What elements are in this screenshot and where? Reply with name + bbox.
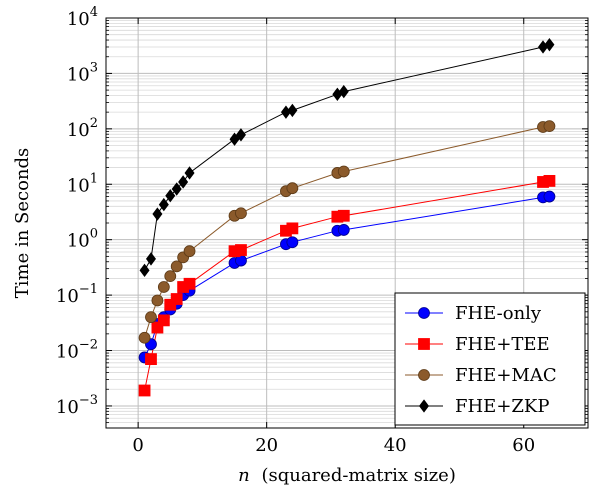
y-tick-label-exponent: −2 xyxy=(79,338,98,353)
data-point-fhe-mac xyxy=(286,182,299,195)
y-tick-label-base: 10 xyxy=(67,9,90,30)
legend-marker-fhe-only xyxy=(418,307,430,319)
legend-marker-fhe-tee xyxy=(418,338,430,350)
data-point-fhe-zkp xyxy=(152,207,163,221)
y-tick-label-exponent: 4 xyxy=(90,5,98,20)
y-tick-label-base: 10 xyxy=(67,120,90,141)
x-axis-label: n (squared-matrix size) xyxy=(238,465,456,486)
legend-label-fhe-mac: FHE+MAC xyxy=(455,365,557,386)
series-markers xyxy=(138,38,556,397)
data-point-fhe-zkp xyxy=(145,252,156,266)
x-tick-label: 0 xyxy=(132,435,143,456)
x-axis-label-rest: (squared-matrix size) xyxy=(261,465,455,486)
legend-label-fhe-zkp: FHE+ZKP xyxy=(455,396,549,417)
data-point-fhe-zkp xyxy=(235,128,246,142)
y-tick-label-base: 10 xyxy=(67,231,90,252)
y-tick-label-base: 10 xyxy=(56,286,79,307)
y-tick-label-exponent: 0 xyxy=(90,227,98,242)
data-point-fhe-mac xyxy=(170,260,183,273)
y-tick-label-base: 10 xyxy=(67,64,90,85)
data-point-fhe-zkp xyxy=(178,175,189,189)
y-tick-label: 10−1 xyxy=(56,282,98,307)
data-point-fhe-mac xyxy=(138,331,151,344)
legend-label-fhe-tee: FHE+TEE xyxy=(455,334,550,355)
legend-marker-fhe-zkp xyxy=(419,399,429,413)
y-tick-label: 102 xyxy=(67,116,98,141)
data-point-fhe-mac xyxy=(157,281,170,293)
data-point-fhe-tee xyxy=(145,353,157,366)
y-tick-label: 104 xyxy=(67,5,98,30)
data-point-fhe-only xyxy=(337,224,350,236)
data-point-fhe-only xyxy=(543,190,556,203)
x-tick-label: 60 xyxy=(512,435,535,456)
data-point-fhe-mac xyxy=(337,165,350,178)
y-tick-label: 10−3 xyxy=(56,393,98,418)
data-point-fhe-zkp xyxy=(158,197,169,212)
data-point-fhe-zkp xyxy=(338,84,349,99)
y-tick-label: 10−2 xyxy=(56,338,98,363)
data-point-fhe-tee xyxy=(157,314,170,327)
y-tick-label: 101 xyxy=(67,171,98,196)
ticks xyxy=(106,17,588,428)
data-point-fhe-tee xyxy=(170,293,183,305)
data-point-fhe-mac xyxy=(164,270,177,283)
data-point-fhe-zkp xyxy=(287,103,298,118)
y-tick-label-exponent: 1 xyxy=(90,171,98,186)
data-point-fhe-zkp xyxy=(544,38,555,52)
data-point-fhe-mac xyxy=(235,207,247,220)
data-point-fhe-mac xyxy=(151,294,164,307)
legend: FHE-only FHE+TEE FHE+MAC FHE+ZKP xyxy=(394,292,586,426)
data-point-fhe-tee xyxy=(183,277,196,290)
y-tick-label-exponent: 2 xyxy=(90,116,98,131)
data-point-fhe-tee xyxy=(235,244,247,256)
data-point-fhe-zkp xyxy=(165,189,176,203)
data-point-fhe-mac xyxy=(543,120,556,133)
y-tick-label-exponent: −1 xyxy=(79,282,98,297)
y-tick-label: 103 xyxy=(67,60,98,85)
data-point-fhe-zkp xyxy=(184,166,195,180)
data-point-fhe-tee xyxy=(151,321,164,334)
y-tick-label-exponent: −3 xyxy=(79,393,98,408)
y-tick-label-base: 10 xyxy=(56,342,79,363)
y-tick-label-base: 10 xyxy=(67,175,90,196)
data-point-fhe-zkp xyxy=(139,263,150,277)
data-point-fhe-mac xyxy=(183,245,196,258)
x-axis-variable: n xyxy=(238,465,250,486)
data-point-fhe-tee xyxy=(286,222,299,235)
legend-marker-fhe-mac xyxy=(418,369,430,381)
y-tick-label-base: 10 xyxy=(56,397,79,418)
data-point-fhe-tee xyxy=(337,209,350,222)
y-tick-label: 100 xyxy=(67,227,98,252)
data-point-fhe-mac xyxy=(145,311,157,324)
y-axis-label: Time in Seconds xyxy=(12,148,33,299)
x-tick-label: 20 xyxy=(255,435,278,456)
x-tick-label: 40 xyxy=(384,435,407,456)
data-point-fhe-tee xyxy=(138,384,151,397)
data-point-fhe-tee xyxy=(543,174,556,187)
data-point-fhe-zkp xyxy=(171,182,182,196)
y-tick-label-exponent: 3 xyxy=(90,60,98,75)
legend-label-fhe-only: FHE-only xyxy=(455,303,542,324)
data-point-fhe-only xyxy=(286,236,299,249)
data-point-fhe-zkp xyxy=(229,132,240,146)
